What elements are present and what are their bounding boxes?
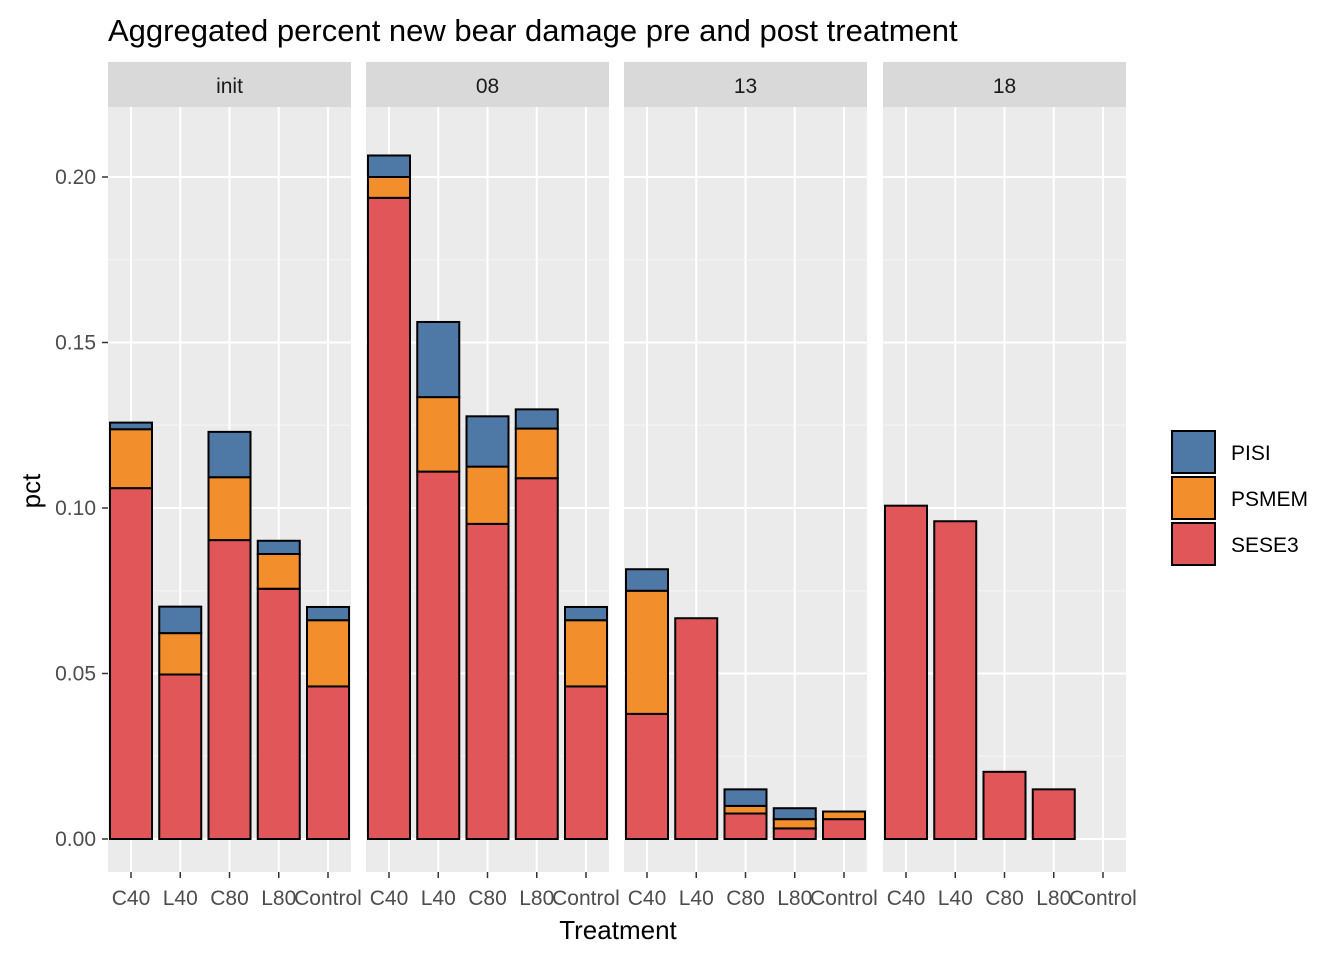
legend: PISI PSMEM SESE3 (1171, 430, 1308, 566)
facet-strip-label: 18 (993, 75, 1016, 98)
x-tick-label: Control (552, 887, 620, 910)
bar-sese3-l40 (933, 520, 978, 840)
legend-key-psmem (1171, 476, 1216, 520)
bar-psmem-control (564, 619, 608, 688)
bar-psmem-c80 (207, 476, 252, 542)
y-tick-label: 0.15 (55, 332, 96, 355)
bar-sese3-c40 (109, 487, 153, 840)
x-axis-title: Treatment (559, 915, 677, 945)
bar-sese3-l40 (416, 470, 461, 840)
facet-strip (883, 62, 1126, 107)
bar-sese3-c40 (367, 196, 411, 840)
bar-psmem-c80 (723, 804, 768, 815)
bar-psmem-c40 (109, 428, 153, 490)
bar-sese3-c40 (625, 712, 669, 841)
bar-psmem-l40 (416, 396, 461, 473)
y-tick-label: 0.10 (55, 497, 96, 520)
bar-pisi-l80 (256, 539, 301, 556)
bar-pisi-control (564, 605, 608, 622)
y-tick-label: 0.20 (55, 166, 96, 189)
y-tick-label: 0.00 (55, 828, 96, 851)
x-tick-label: C40 (628, 887, 667, 910)
x-tick-label: C40 (370, 887, 409, 910)
bar-pisi-control (306, 605, 350, 622)
x-tick-label: L40 (679, 887, 714, 910)
bar-pisi-l80 (514, 408, 559, 430)
bar-sese3-c80 (723, 812, 768, 840)
bar-psmem-control (822, 810, 866, 821)
facet-strip-label: 08 (476, 75, 499, 98)
x-tick-label: Control (294, 887, 362, 910)
bar-sese3-l80 (1031, 788, 1076, 840)
bar-sese3-l40 (674, 617, 719, 841)
legend-label-sese3: SESE3 (1231, 534, 1299, 557)
bar-sese3-control (564, 685, 608, 840)
x-tick-label: C80 (210, 887, 249, 910)
x-tick-label: L40 (938, 887, 973, 910)
x-tick-label: C40 (112, 887, 151, 910)
bar-pisi-l40 (158, 605, 203, 635)
bar-pisi-c80 (465, 415, 510, 468)
y-axis-title: pct (16, 473, 46, 508)
y-axis: 0.00 0.05 0.10 0.15 0.20 (55, 166, 108, 851)
bar-psmem-c40 (367, 176, 411, 199)
bar-sese3-l80 (772, 827, 817, 841)
x-tick-label: Control (810, 887, 878, 910)
bar-sese3-l40 (158, 673, 203, 840)
bar-sese3-l80 (256, 587, 301, 840)
bar-psmem-l40 (158, 632, 203, 676)
y-tick-label: 0.05 (55, 663, 96, 686)
x-tick-label: Control (1069, 887, 1137, 910)
bar-sese3-c80 (465, 522, 510, 840)
facet-strip (108, 62, 351, 107)
bar-sese3-c40 (884, 504, 928, 840)
x-tick-label: C80 (726, 887, 765, 910)
bar-psmem-l80 (772, 818, 817, 830)
bar-psmem-control (306, 619, 350, 688)
bar-psmem-c80 (465, 465, 510, 525)
legend-label-pisi: PISI (1231, 442, 1271, 465)
x-tick-label: L40 (421, 887, 456, 910)
bar-pisi-c40 (367, 154, 411, 178)
x-tick-label: C40 (887, 887, 926, 910)
legend-label-psmem: PSMEM (1231, 488, 1308, 511)
bar-psmem-l80 (514, 427, 559, 480)
bar-pisi-c40 (625, 568, 669, 592)
x-tick-label: L80 (519, 887, 554, 910)
bar-pisi-c80 (723, 788, 768, 807)
chart-title: Aggregated percent new bear damage pre a… (108, 13, 958, 48)
x-tick-label: C80 (985, 887, 1024, 910)
facet-strip (624, 62, 867, 107)
bar-pisi-c40 (109, 421, 153, 431)
facet-strip (366, 62, 609, 107)
bar-sese3-l80 (514, 477, 559, 840)
bar-pisi-l40 (416, 320, 461, 399)
bar-sese3-control (822, 818, 866, 841)
x-tick-label: L80 (1036, 887, 1071, 910)
bar-sese3-c80 (982, 770, 1027, 841)
bar-pisi-l80 (772, 807, 817, 821)
bar-sese3-c80 (207, 539, 252, 840)
facet-strip-label: 13 (734, 75, 757, 98)
legend-key-sese3 (1171, 522, 1216, 566)
legend-key-pisi (1171, 430, 1216, 474)
bar-pisi-c80 (207, 430, 252, 479)
bar-psmem-l80 (256, 553, 301, 590)
bar-sese3-control (306, 685, 350, 840)
x-tick-label: C80 (468, 887, 507, 910)
x-tick-label: L40 (163, 887, 198, 910)
facet-strip-label: init (216, 75, 243, 98)
bar-psmem-c40 (625, 589, 669, 715)
x-tick-label: L80 (261, 887, 296, 910)
x-tick-label: L80 (777, 887, 812, 910)
